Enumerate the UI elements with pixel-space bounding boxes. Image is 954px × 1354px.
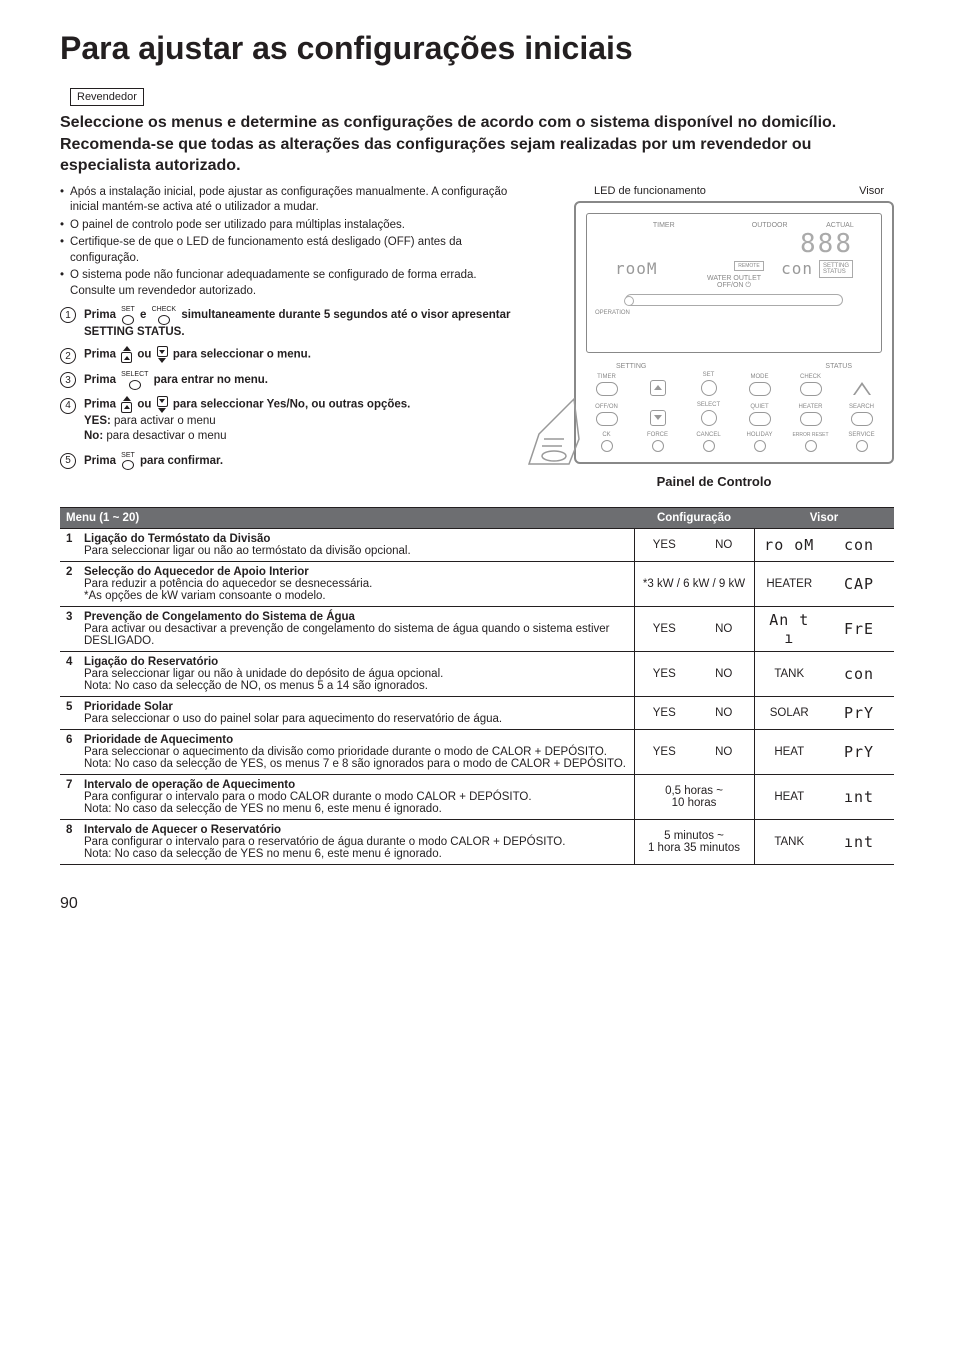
stand-illustration [524, 394, 604, 474]
up-button [650, 380, 666, 396]
step-number: 2 [60, 348, 76, 364]
heater-button [800, 412, 822, 426]
step-2: 2 Prima ou para seleccionar o menu. [60, 346, 519, 364]
status-indicator [853, 382, 871, 396]
dealer-badge: Revendedor [70, 88, 144, 106]
table-row: 5Prioridade SolarPara seleccionar o uso … [60, 696, 894, 729]
select-button-icon: SELECT [121, 370, 148, 389]
step-1: 1 Prima SET e CHECK simultaneamente dura… [60, 305, 519, 340]
up-arrow-icon [121, 346, 132, 363]
set-button-icon: SET [121, 451, 135, 470]
table-row: 7Intervalo de operação de AquecimentoPar… [60, 774, 894, 819]
operation-led-bar [625, 294, 843, 306]
table-row: 1Ligação do Termóstato da DivisãoPara se… [60, 528, 894, 561]
left-column: Após a instalação inicial, pode ajustar … [60, 185, 519, 489]
down-arrow-icon [157, 396, 168, 413]
control-panel-diagram: TIMER OUTDOOR ACTUAL 888 rooM con SETTIN… [574, 201, 894, 464]
visor-label: Visor [859, 185, 884, 197]
table-row: 8Intervalo de Aquecer o ReservatórioPara… [60, 819, 894, 864]
seven-seg-display: 888 [595, 229, 873, 259]
step-3: 3 Prima SELECT para entrar no menu. [60, 370, 519, 389]
check-button-icon: CHECK [152, 305, 177, 324]
page-number: 90 [60, 895, 894, 913]
table-row: 4Ligação do ReservatórioPara seleccionar… [60, 651, 894, 696]
col-menu: Menu (1 ~ 20) [60, 507, 634, 528]
service-button [856, 440, 868, 452]
lcd-screen: TIMER OUTDOOR ACTUAL 888 rooM con SETTIN… [586, 213, 882, 353]
set-button-icon: SET [121, 305, 135, 324]
instructions-heading: Seleccione os menus e determine as confi… [60, 112, 894, 177]
step-4: 4 Prima ou para seleccionar Yes/No, ou o… [60, 396, 519, 414]
down-button [650, 410, 666, 426]
bullet-item: O sistema pode não funcionar adequadamen… [60, 268, 519, 299]
right-column: LED de funcionamento Visor TIMER OUTDOOR… [534, 185, 894, 489]
table-row: 2Selecção do Aquecedor de Apoio Interior… [60, 561, 894, 606]
step-number: 4 [60, 398, 76, 414]
up-arrow-icon [121, 396, 132, 413]
button-area: SETTING STATUS TIMER SET MODE CHECK OFF/… [586, 363, 882, 452]
bullet-item: Após a instalação inicial, pode ajustar … [60, 185, 519, 216]
bullet-item: Certifique-se de que o LED de funcioname… [60, 235, 519, 266]
force-button [652, 440, 664, 452]
search-button [851, 412, 873, 426]
select-button [701, 410, 717, 426]
led-label: LED de funcionamento [594, 185, 706, 197]
check-button [800, 382, 822, 396]
menu-table: Menu (1 ~ 20) Configuração Visor 1Ligaçã… [60, 507, 894, 865]
page-title: Para ajustar as configurações iniciais [60, 30, 894, 67]
step-number: 3 [60, 372, 76, 388]
col-visor: Visor [754, 507, 894, 528]
step-5: 5 Prima SET para confirmar. [60, 451, 519, 470]
set-button [701, 380, 717, 396]
table-row: 3Prevenção de Congelamento do Sistema de… [60, 606, 894, 651]
error-reset-button [805, 440, 817, 452]
bullet-item: O painel de controlo pode ser utilizado … [60, 218, 519, 234]
down-arrow-icon [157, 346, 168, 363]
step-4-no: No: para desactivar o menu [84, 429, 519, 445]
step-number: 1 [60, 307, 76, 323]
step-number: 5 [60, 453, 76, 469]
col-config: Configuração [634, 507, 754, 528]
panel-caption: Painel de Controlo [534, 474, 894, 489]
table-row: 6Prioridade de AquecimentoPara seleccion… [60, 729, 894, 774]
step-4-yes: YES: para activar o menu [84, 414, 519, 430]
quiet-button [749, 412, 771, 426]
mode-button [749, 382, 771, 396]
holiday-button [754, 440, 766, 452]
cancel-button [703, 440, 715, 452]
